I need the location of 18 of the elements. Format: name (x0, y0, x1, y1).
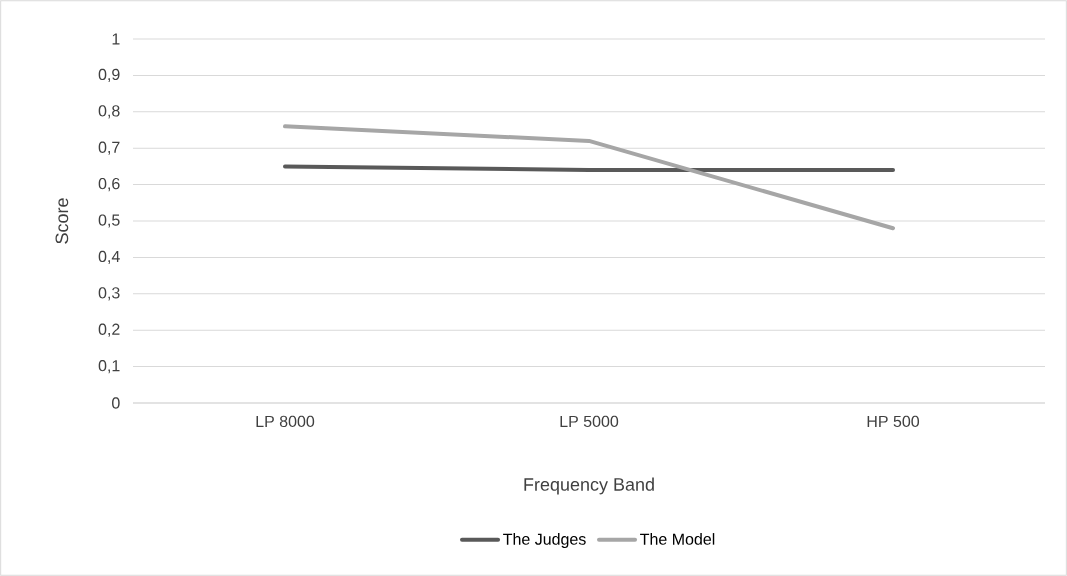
y-tick-label: 0,1 (98, 360, 120, 374)
y-tick-label: 0,4 (98, 250, 120, 265)
y-tick-label: 0,6 (98, 178, 120, 192)
y-tick-label: 1 (112, 33, 120, 45)
x-tick-label: LP 8000 (256, 415, 315, 428)
y-tick-label: 0 (112, 397, 120, 409)
y-tick-label: 0,3 (98, 287, 120, 301)
y-tick-label: 0,9 (98, 68, 120, 83)
y-tick-label: 0,8 (98, 105, 120, 119)
x-tick-label: LP 5000 (560, 415, 619, 428)
legend-label: The Model (640, 533, 715, 545)
y-axis-title: Score (55, 198, 69, 244)
y-tick-label: 0,7 (98, 141, 120, 155)
x-axis-title: Frequency Band (524, 477, 654, 495)
legend-label: The Judges (503, 533, 586, 548)
y-tick-label: 0,2 (98, 323, 120, 337)
y-tick-label: 0,5 (98, 214, 120, 228)
x-tick-label: HP 500 (867, 415, 920, 428)
